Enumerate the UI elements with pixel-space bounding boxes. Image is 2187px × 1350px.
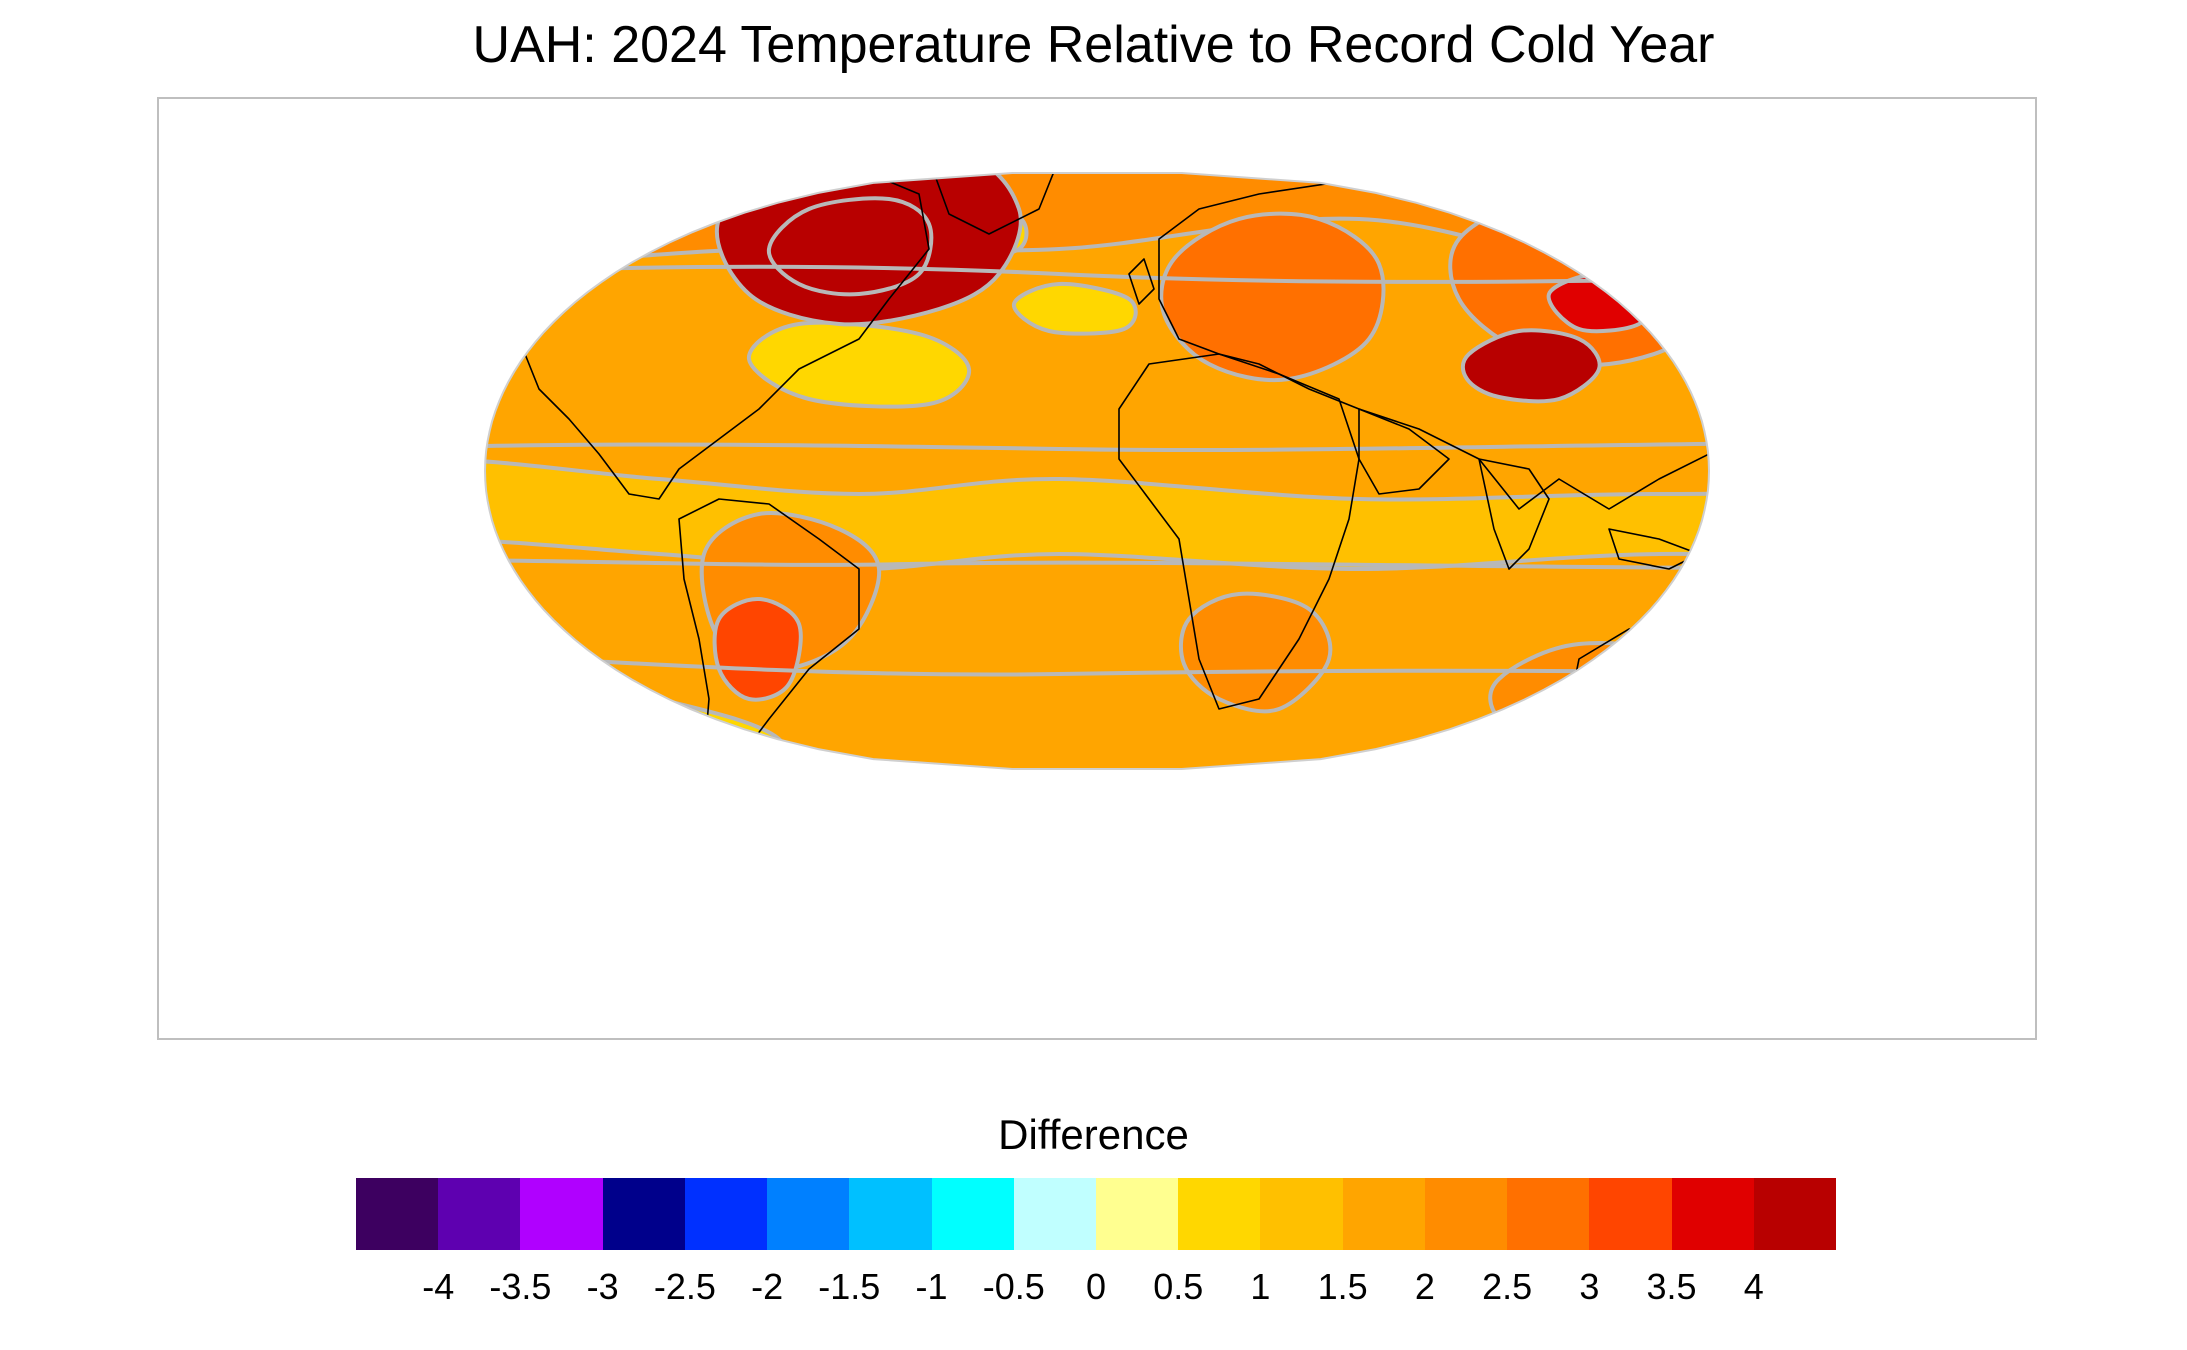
legend-tick-label: 0.5	[1153, 1266, 1204, 1307]
legend-swatch	[520, 1178, 603, 1250]
legend-swatch	[1095, 1178, 1179, 1250]
legend-tick-label: 2	[1414, 1266, 1435, 1307]
legend-tick-label: -0.5	[982, 1266, 1045, 1307]
contour-line	[485, 440, 1709, 461]
temperature-region	[1012, 281, 1138, 336]
legend-swatch	[1260, 1178, 1343, 1250]
coastline	[1698, 568, 1709, 605]
temperature-region	[575, 731, 657, 769]
legend-tick-label: -3	[586, 1266, 619, 1307]
coastline	[1118, 353, 1360, 710]
coastline	[1779, 359, 1819, 429]
chart-title: UAH: 2024 Temperature Relative to Record…	[472, 16, 1715, 74]
temperature-region	[485, 456, 1709, 572]
legend-tick-label: -1	[915, 1266, 948, 1307]
legend-tick-label: 0	[1085, 1266, 1107, 1307]
coastline	[549, 949, 1659, 1034]
coastline	[928, 173, 1060, 235]
coastline	[1358, 408, 1450, 495]
coastline	[1158, 173, 1709, 510]
legend-tick-label: 3.5	[1646, 1266, 1697, 1307]
temperature-region	[747, 320, 972, 409]
temperature-region	[1178, 591, 1333, 714]
legend-swatch	[1589, 1178, 1672, 1250]
legend-title: Difference	[998, 1111, 1189, 1158]
temperature-region	[1054, 938, 1559, 1038]
coastline	[1799, 744, 1839, 809]
legend-tick-label: -2	[751, 1266, 784, 1307]
legend-tick-label: -1.5	[818, 1266, 881, 1307]
temperature-region	[344, 843, 569, 955]
temperature-region	[1753, 355, 2035, 540]
legend-tick-label: 4	[1743, 1266, 1764, 1307]
color-legend-bar	[356, 1178, 1836, 1250]
coastline	[1128, 258, 1155, 305]
temperature-region	[1007, 814, 1069, 856]
coastline	[485, 173, 930, 500]
map-panel	[157, 97, 2037, 1040]
legend-swatch	[1507, 1178, 1590, 1250]
legend-swatch	[684, 1178, 768, 1250]
legend-tick-label: 3	[1579, 1266, 1600, 1307]
globe-outline	[483, 172, 1711, 770]
legend-swatch	[602, 1178, 685, 1250]
temperature-field	[159, 173, 2035, 1038]
legend-swatch	[1342, 1178, 1425, 1250]
legend-swatch	[1671, 1178, 1754, 1250]
temperature-region	[1159, 211, 1386, 383]
legend-swatch	[931, 1178, 1014, 1250]
temperature-region	[766, 196, 934, 297]
legend-swatch	[1753, 1178, 1836, 1250]
coastline	[678, 498, 860, 769]
temperature-region	[485, 756, 632, 769]
legend-tick-label: -4	[422, 1266, 455, 1307]
contour-line	[485, 557, 1709, 571]
temperature-region	[1460, 328, 1602, 404]
temperature-region	[159, 841, 2035, 1038]
legend-swatch	[1178, 1178, 1261, 1250]
legend-tick-label: -3.5	[489, 1266, 552, 1307]
coastlines	[485, 173, 1839, 1034]
legend-swatch	[1013, 1178, 1096, 1250]
legend-tick-labels: -4 -3.5 -3 -2.5 -2 -1.5 -1 -0.5 0 0.5 1 1.5 2 2.5 3 3.5…	[0, 1262, 2187, 1312]
legend-tick-label: 1.5	[1317, 1266, 1368, 1307]
legend-swatch	[356, 1178, 439, 1250]
world-map	[159, 172, 2035, 1038]
legend-swatch	[438, 1178, 521, 1250]
coastline	[1478, 458, 1550, 570]
legend-tick-label: 1	[1250, 1266, 1271, 1307]
legend-tick-label: -2.5	[653, 1266, 716, 1307]
temperature-region	[159, 369, 272, 449]
legend-swatch	[849, 1178, 932, 1250]
legend-swatch	[767, 1178, 850, 1250]
temperature-region	[712, 596, 803, 702]
temperature-region	[1204, 828, 1360, 909]
legend-swatch	[1424, 1178, 1508, 1250]
legend-tick-label: 2.5	[1482, 1266, 1533, 1307]
